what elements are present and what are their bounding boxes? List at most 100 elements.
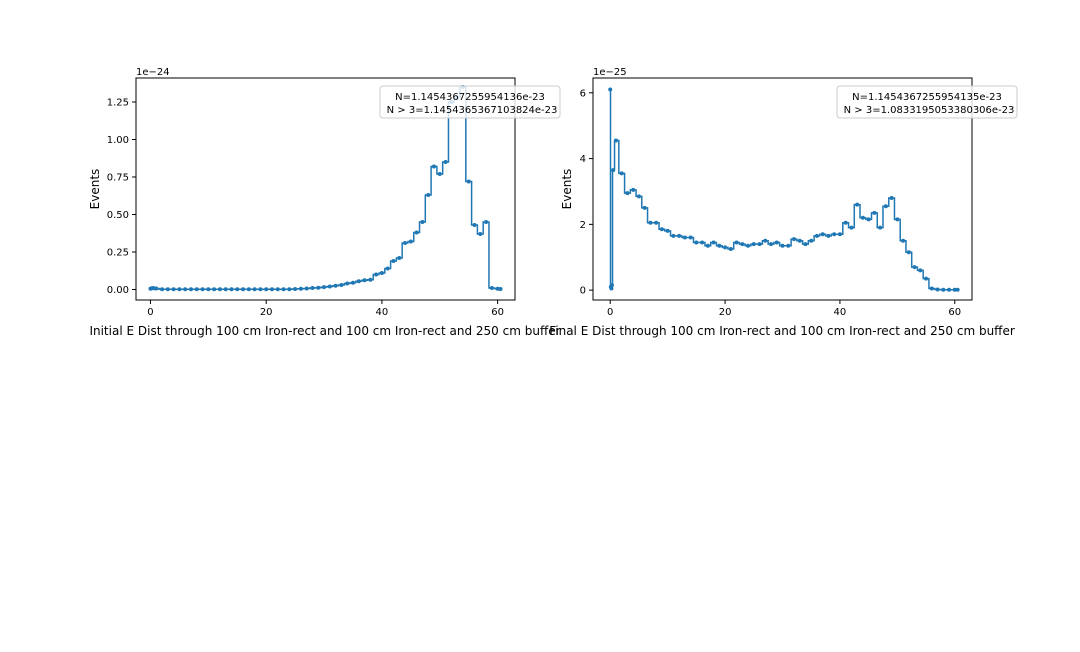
series-line-layer [609, 88, 958, 291]
legend: N=1.1454367255954136e-23 N > 3=1.1454365… [379, 85, 561, 119]
data-point [333, 283, 338, 288]
x-tick-label: 40 [834, 307, 847, 318]
data-point [177, 287, 182, 292]
data-point [901, 238, 906, 243]
data-point [889, 196, 894, 201]
data-point [855, 202, 860, 207]
data-point [287, 287, 292, 292]
data-point [906, 250, 911, 255]
data-point [368, 277, 373, 282]
data-point [194, 287, 199, 292]
y-tick-label: 2 [580, 220, 586, 231]
data-point [431, 164, 436, 169]
data-point [165, 287, 170, 292]
data-point [310, 286, 315, 290]
x-tick-label: 20 [260, 307, 273, 318]
y-tick-label: 6 [580, 88, 586, 99]
y-tick-layer: 0.00 0.25 0.50 0.75 1.00 1.25 [107, 98, 136, 296]
data-point [408, 239, 413, 244]
data-point [912, 265, 917, 270]
data-point [734, 240, 739, 245]
data-point [757, 242, 762, 247]
data-point [797, 238, 802, 243]
y-tick-label: 0.75 [107, 173, 129, 184]
data-point [498, 287, 503, 292]
data-point [878, 225, 883, 230]
data-point [895, 217, 900, 222]
x-tick-layer: 0 20 40 60 [147, 300, 504, 318]
data-point [952, 287, 957, 292]
legend-total-count: N=1.1454367255954136e-23 [395, 92, 545, 103]
data-point [809, 238, 814, 243]
offset-text: 1e−24 [136, 67, 170, 78]
data-point [682, 235, 687, 240]
data-point [391, 259, 396, 263]
x-tick-label: 40 [376, 307, 389, 318]
y-tick-label: 0.25 [107, 248, 129, 259]
legend-above-threshold-count: N > 3=1.1454365367103824e-23 [387, 105, 558, 116]
data-point [443, 160, 448, 164]
data-point [642, 205, 647, 210]
x-axis-label: Final E Dist through 100 cm Iron-rect an… [549, 324, 1015, 338]
legend-total-count: N=1.1454367255954135e-23 [852, 92, 1002, 103]
y-tick-label: 4 [580, 154, 586, 165]
data-point [941, 287, 946, 292]
data-point [322, 285, 327, 290]
data-point [751, 242, 756, 247]
data-point [345, 281, 350, 286]
y-tick-label: 0 [580, 286, 586, 297]
data-point [947, 287, 952, 292]
data-point [625, 191, 630, 196]
data-point [281, 287, 286, 292]
data-point [866, 217, 871, 222]
data-point [609, 283, 614, 288]
x-tick-label: 0 [147, 307, 153, 318]
data-point [356, 279, 361, 284]
series-line [609, 88, 958, 291]
x-tick-label: 20 [719, 307, 732, 318]
data-point [955, 287, 960, 292]
data-point [611, 168, 616, 173]
initial-energy-plot: 0 20 40 60 0.00 0.25 0.50 0.75 1.00 1.25 1e−24 E… [88, 67, 561, 338]
data-point [613, 138, 618, 143]
data-point [217, 287, 222, 292]
data-point [229, 287, 234, 292]
data-point [791, 237, 796, 242]
y-tick-label: 1.25 [107, 98, 129, 109]
data-point [837, 232, 842, 237]
data-point [171, 287, 176, 292]
data-point [339, 283, 344, 287]
data-point [929, 286, 934, 291]
y-tick-label: 0.00 [107, 285, 129, 296]
x-tick-label: 0 [607, 307, 613, 318]
data-point [723, 245, 728, 250]
data-point [740, 242, 745, 247]
data-point-layer [608, 87, 960, 292]
data-point [705, 243, 710, 248]
data-point [269, 287, 274, 292]
axes-frame [135, 77, 516, 301]
data-point [426, 193, 431, 197]
data-point [350, 280, 355, 285]
data-point-layer [148, 85, 503, 292]
legend-box [379, 85, 561, 119]
data-point [688, 235, 693, 240]
data-point [414, 230, 419, 235]
data-point [246, 287, 251, 292]
data-point [636, 194, 641, 199]
data-point [403, 241, 408, 245]
data-point [849, 225, 854, 230]
data-point [700, 240, 705, 245]
y-tick-layer: 0 2 4 6 [580, 88, 593, 297]
data-point [154, 286, 159, 291]
data-point [746, 243, 751, 248]
data-point [832, 232, 837, 237]
offset-text: 1e−25 [593, 67, 627, 78]
data-point [206, 287, 211, 292]
data-point [763, 238, 768, 243]
data-point [200, 287, 205, 292]
y-tick-label: 0.50 [107, 210, 129, 221]
data-point [264, 287, 269, 292]
data-point [814, 233, 819, 238]
